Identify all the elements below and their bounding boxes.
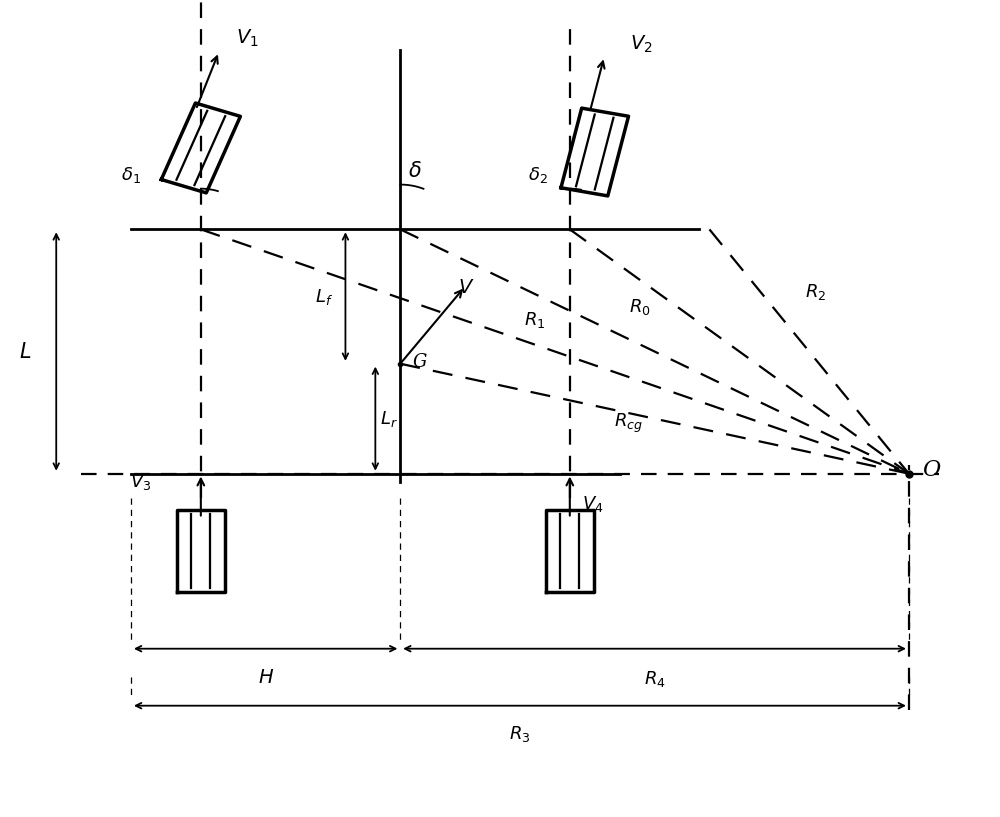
Text: $R_0$: $R_0$ (629, 297, 651, 317)
Text: $H$: $H$ (258, 669, 274, 687)
Text: $L_r$: $L_r$ (380, 408, 398, 429)
Text: $V_1$: $V_1$ (236, 27, 258, 49)
Text: $\delta_1$: $\delta_1$ (121, 164, 141, 185)
Text: $R_1$: $R_1$ (524, 310, 546, 329)
Text: $\delta_2$: $\delta_2$ (528, 164, 548, 185)
Text: $V_4$: $V_4$ (582, 494, 603, 514)
Text: $R_{cg}$: $R_{cg}$ (614, 412, 643, 435)
Text: $V_3$: $V_3$ (130, 471, 151, 492)
Text: $V$: $V$ (458, 279, 475, 297)
Text: $R_4$: $R_4$ (644, 669, 665, 689)
Text: O: O (922, 458, 940, 480)
Text: $L_f$: $L_f$ (315, 287, 333, 306)
Text: $L$: $L$ (19, 342, 31, 361)
Text: $R_2$: $R_2$ (805, 282, 826, 301)
Text: G: G (412, 353, 427, 371)
Text: $V_2$: $V_2$ (630, 33, 652, 56)
Text: $R_3$: $R_3$ (509, 724, 531, 743)
Text: $\delta$: $\delta$ (408, 160, 422, 181)
